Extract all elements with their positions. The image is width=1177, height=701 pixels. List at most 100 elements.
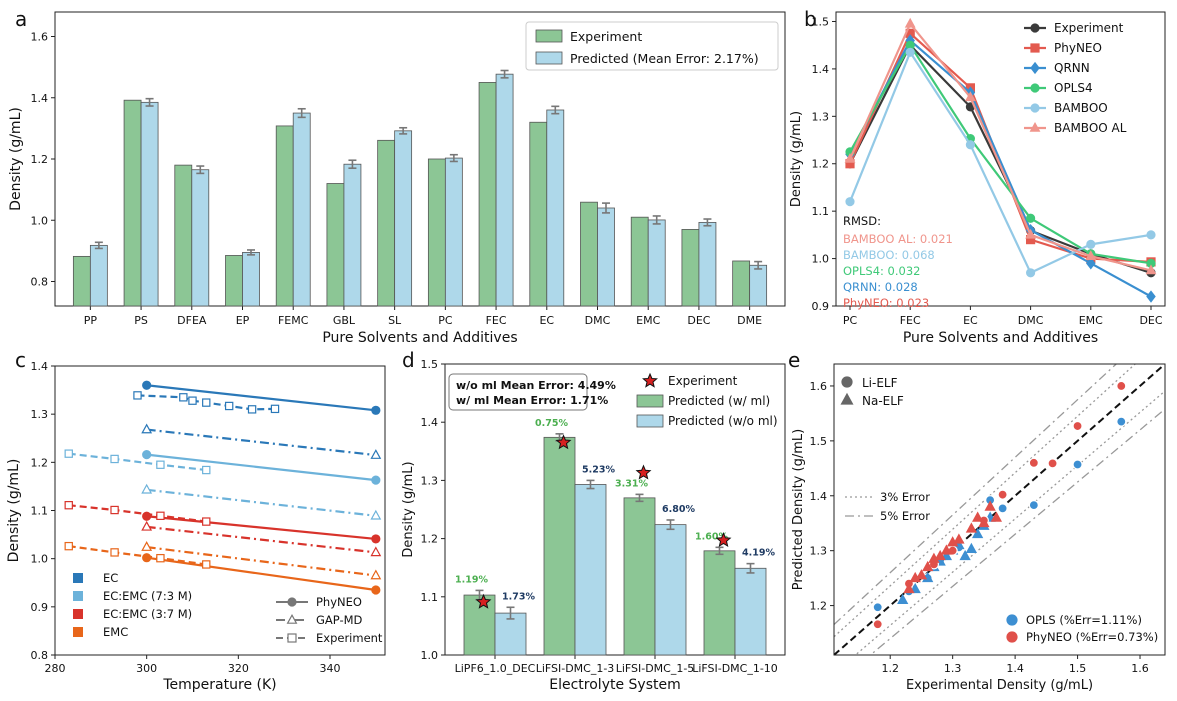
- legend-marker: [1030, 103, 1040, 113]
- na-elf-point: [984, 500, 996, 511]
- gapmd-point: [141, 483, 153, 494]
- y-tick-label: 1.1: [31, 505, 49, 518]
- rmsd-value: BAMBOO: 0.068: [843, 248, 935, 262]
- legend-marker: [1006, 614, 1018, 626]
- bar-experiment: [732, 260, 751, 307]
- data-point: [965, 140, 976, 150]
- gapmd-point: [370, 569, 382, 580]
- experiment-line: [68, 504, 207, 523]
- y-tick-label: 1.3: [812, 110, 830, 123]
- experiment-point: [202, 560, 211, 569]
- bar-experiment: [326, 183, 345, 307]
- gapmd-line: [146, 488, 376, 517]
- na-elf-point: [922, 560, 934, 572]
- li-elf-point: [997, 489, 1008, 500]
- bar-predicted: [749, 264, 768, 307]
- y-axis-label: Predicted Density (g/mL): [791, 429, 806, 590]
- experiment-point: [64, 449, 73, 458]
- panel-e-inner: [834, 364, 1165, 655]
- legend-label: Li-ELF: [862, 376, 898, 390]
- na-elf-point: [953, 533, 965, 544]
- y-tick-label: 1.4: [31, 92, 49, 105]
- legend-label: Predicted (Mean Error: 2.17%): [570, 51, 759, 66]
- bar-with-ml: [703, 550, 736, 656]
- legend-label: Na-ELF: [862, 394, 904, 408]
- bar-predicted: [242, 252, 260, 307]
- data-point: [844, 152, 856, 163]
- bar-predicted: [597, 207, 615, 307]
- legend-swatch: [535, 51, 563, 65]
- bar-experiment: [427, 158, 446, 307]
- x-tick-label: 1.6: [1131, 662, 1149, 675]
- x-tick-label: FEC: [486, 314, 507, 327]
- data-point: [1025, 228, 1037, 239]
- legend-label: Experiment: [570, 29, 642, 44]
- y-axis-label: Density (g/mL): [6, 459, 22, 563]
- rmsd-title: RMSD:: [843, 214, 881, 228]
- error-percent-label: 1.60%: [695, 531, 728, 542]
- bar-experiment: [681, 229, 700, 307]
- na-elf-point: [959, 549, 971, 561]
- y-axis-label: Density (g/mL): [789, 111, 804, 207]
- legend-marker: [840, 392, 854, 405]
- panel-e-plot: [834, 364, 1165, 655]
- x-tick-label: EMC: [1079, 314, 1103, 327]
- series-line-bamboo-al: [848, 21, 1152, 272]
- x-tick-label: EC: [963, 314, 978, 327]
- y-tick-label: 0.9: [812, 300, 830, 313]
- error-percent-label: 0.75%: [535, 418, 568, 429]
- data-point: [1086, 257, 1096, 270]
- legend-label: Experiment: [1054, 21, 1124, 35]
- bar-experiment: [72, 255, 91, 307]
- y-tick-label: 1.6: [810, 380, 828, 393]
- li-elf-point: [1072, 459, 1083, 470]
- experiment-point: [156, 553, 165, 563]
- data-point: [1145, 264, 1157, 275]
- x-tick-label: DMC: [1018, 314, 1044, 327]
- x-tick-label: FEC: [900, 314, 921, 327]
- bar-without-ml: [734, 567, 767, 656]
- na-elf-point: [965, 542, 978, 553]
- bar-experiment: [529, 121, 548, 307]
- y-tick-label: 1.1: [812, 205, 830, 218]
- x-axis-label: Experimental Density (g/mL): [906, 678, 1093, 693]
- y-axis-label: Density (g/mL): [401, 461, 416, 557]
- error-percent-label: 1.19%: [455, 574, 488, 585]
- panel-d-axes: [444, 363, 786, 656]
- style-legend-marker: [287, 633, 297, 643]
- x-tick-label: 300: [136, 662, 157, 675]
- bar-experiment: [123, 99, 142, 307]
- y-tick-label: 1.3: [810, 545, 828, 558]
- y-tick-label: 1.5: [810, 435, 828, 448]
- na-elf-point: [897, 593, 909, 605]
- rmsd-value: PhyNEO: 0.023: [843, 296, 929, 310]
- experiment-point: [188, 396, 197, 405]
- legend-label: PhyNEO (%Err=0.73%): [1026, 630, 1158, 644]
- na-elf-point: [978, 516, 990, 528]
- bar-predicted: [343, 163, 362, 307]
- series-line-bamboo: [848, 49, 1152, 275]
- gapmd-point: [370, 546, 382, 557]
- y-tick-label: 1.1: [421, 591, 439, 604]
- x-tick-label: DEC: [1139, 314, 1162, 327]
- error-band-line: [834, 364, 1118, 626]
- y-tick-label: 1.5: [812, 15, 830, 28]
- legend-label: 3% Error: [880, 490, 930, 504]
- legend-label: OPLS4: [1054, 81, 1093, 95]
- x-tick-label: EP: [236, 314, 250, 327]
- legend-label: OPLS (%Err=1.11%): [1026, 613, 1142, 627]
- x-tick-label: LiPF6_1.0_DEC: [455, 662, 536, 675]
- bar-predicted: [698, 221, 717, 307]
- experiment-point: [110, 454, 119, 464]
- error-percent-label: 5.23%: [582, 464, 615, 475]
- y-tick-label: 1.2: [421, 533, 439, 546]
- legend-label: EC:EMC (7:3 M): [103, 589, 192, 603]
- experiment-point: [156, 511, 165, 520]
- bar-with-ml: [623, 497, 656, 656]
- info-line: w/ ml Mean Error: 1.71%: [456, 394, 608, 407]
- data-point: [845, 197, 855, 207]
- y-tick-label: 1.2: [31, 456, 49, 469]
- phyneo-line: [146, 453, 376, 482]
- data-point: [1146, 290, 1156, 303]
- rmsd-value: BAMBOO AL: 0.021: [843, 232, 953, 246]
